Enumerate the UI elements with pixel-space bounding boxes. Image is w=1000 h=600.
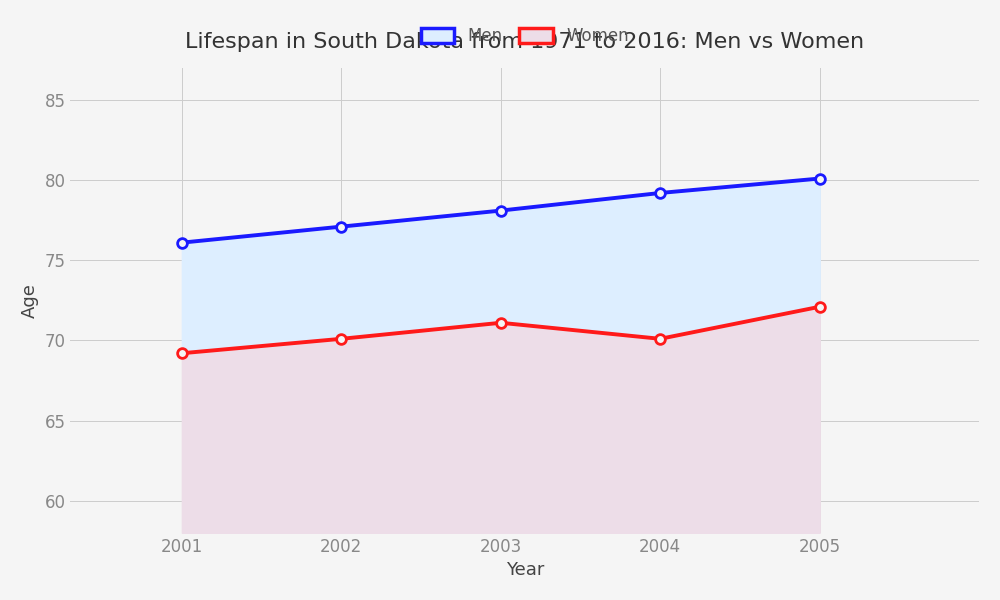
X-axis label: Year: Year (506, 561, 544, 579)
Women (654, 335, 666, 343)
Women (495, 319, 507, 326)
Women (335, 335, 347, 343)
Men (176, 239, 188, 246)
Men (654, 190, 666, 197)
Women (176, 350, 188, 357)
Men (495, 207, 507, 214)
Men (335, 223, 347, 230)
Men (814, 175, 826, 182)
Line: Men: Men (177, 173, 825, 248)
Y-axis label: Age: Age (21, 283, 39, 318)
Title: Lifespan in South Dakota from 1971 to 2016: Men vs Women: Lifespan in South Dakota from 1971 to 20… (185, 32, 864, 52)
Line: Women: Women (177, 302, 825, 358)
Legend: Men, Women: Men, Women (414, 20, 635, 52)
Women (814, 303, 826, 310)
